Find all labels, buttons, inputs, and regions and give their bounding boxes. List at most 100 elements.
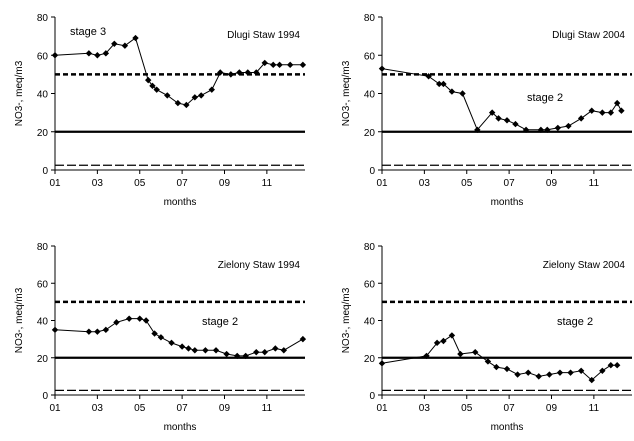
data-point <box>253 348 260 356</box>
data-point <box>474 126 481 134</box>
data-point <box>227 71 235 78</box>
data-point <box>280 347 288 354</box>
data-point <box>191 347 199 354</box>
x-tick-label: 11 <box>262 178 273 189</box>
y-tick-label: 40 <box>364 317 376 328</box>
y-tick-label: 20 <box>364 128 376 139</box>
y-tick-label: 0 <box>42 391 48 402</box>
data-point <box>299 61 307 69</box>
data-point <box>512 120 519 128</box>
x-tick-label: 07 <box>177 178 189 189</box>
data-point <box>153 86 160 93</box>
x-axis-label: months <box>164 422 197 433</box>
data-point <box>149 82 156 90</box>
data-point <box>535 373 542 380</box>
y-tick-label: 0 <box>42 166 48 177</box>
data-point <box>102 50 110 57</box>
y-tick-label: 20 <box>37 354 49 365</box>
data-point <box>588 376 595 384</box>
data-point <box>286 61 294 69</box>
x-axis-label: months <box>164 197 197 208</box>
data-point <box>202 347 209 354</box>
y-tick-label: 0 <box>369 166 375 177</box>
data-point <box>197 92 205 99</box>
data-point <box>94 328 101 335</box>
x-tick-label: 09 <box>219 178 231 189</box>
y-tick-label: 60 <box>364 279 376 290</box>
data-point <box>85 50 93 57</box>
y-axis-label: NO3-, meq/m3 <box>341 287 352 353</box>
data-point <box>503 117 511 124</box>
data-point <box>544 126 551 134</box>
x-tick-label: 07 <box>504 403 516 414</box>
stage-annotation: stage 2 <box>557 316 593 328</box>
x-tick-label: 03 <box>92 403 104 414</box>
stage-annotation: stage 3 <box>70 26 106 38</box>
data-point <box>94 52 101 59</box>
y-tick-label: 60 <box>37 51 49 62</box>
y-tick-label: 20 <box>37 128 49 139</box>
x-tick-label: 05 <box>134 403 146 414</box>
y-tick-label: 40 <box>364 90 376 101</box>
data-point <box>554 124 562 132</box>
data-point <box>242 352 249 360</box>
stage-annotation: stage 2 <box>202 316 238 328</box>
x-tick-label: 11 <box>589 178 600 189</box>
chart-panel-3: 0 20 40 60 80 01 03 05 07 09 11 months NO3-, meq/m3 Z… <box>14 242 307 433</box>
data-point <box>125 315 133 322</box>
data-point <box>185 345 192 352</box>
data-point <box>174 99 182 107</box>
data-point <box>299 335 307 343</box>
data-point <box>378 360 386 367</box>
y-tick-label: 40 <box>37 317 49 328</box>
data-point <box>270 61 277 69</box>
chart-title: Zielony Staw 1994 <box>218 260 301 271</box>
data-point <box>253 69 260 76</box>
y-axis-label: NO3-, meq/m3 <box>14 287 25 353</box>
data-point <box>472 348 479 356</box>
data-point <box>113 319 120 326</box>
data-point <box>425 73 432 80</box>
data-point <box>440 80 447 88</box>
x-tick-label: 09 <box>546 403 558 414</box>
data-point <box>503 365 511 373</box>
data-point <box>234 352 241 360</box>
data-point <box>261 59 268 67</box>
data-point <box>495 115 502 122</box>
data-point <box>51 326 59 334</box>
y-tick-label: 60 <box>364 51 376 62</box>
data-point <box>537 126 545 134</box>
x-tick-label: 11 <box>262 403 273 414</box>
data-point <box>261 348 268 356</box>
data-point <box>378 65 386 72</box>
y-tick-label: 60 <box>37 279 49 290</box>
x-tick-label: 03 <box>419 178 431 189</box>
x-tick-label: 01 <box>49 403 61 414</box>
x-tick-label: 03 <box>92 178 104 189</box>
x-tick-label: 05 <box>461 403 473 414</box>
chart-panel-1: 0 20 40 60 80 01 03 05 07 09 11 months NO3-, meq/m3 D… <box>14 13 307 208</box>
data-point <box>613 99 621 107</box>
data-point <box>524 369 532 376</box>
data-point <box>613 362 621 369</box>
data-point <box>157 334 165 341</box>
data-point <box>208 86 215 93</box>
data-point <box>217 69 224 76</box>
data-point <box>607 109 615 116</box>
series-line <box>381 68 622 131</box>
y-tick-label: 40 <box>37 90 49 101</box>
data-point <box>488 109 496 116</box>
y-tick-label: 0 <box>369 391 375 402</box>
data-point <box>546 371 553 378</box>
data-point <box>433 339 441 347</box>
y-axis-label: NO3-, meq/m3 <box>341 60 352 126</box>
x-tick-label: 07 <box>504 178 516 189</box>
data-point <box>244 69 251 76</box>
data-point <box>607 362 615 369</box>
data-point <box>136 315 143 322</box>
data-point <box>132 34 139 42</box>
x-tick-label: 03 <box>419 403 431 414</box>
data-point <box>577 115 585 122</box>
y-tick-label: 20 <box>364 354 376 365</box>
